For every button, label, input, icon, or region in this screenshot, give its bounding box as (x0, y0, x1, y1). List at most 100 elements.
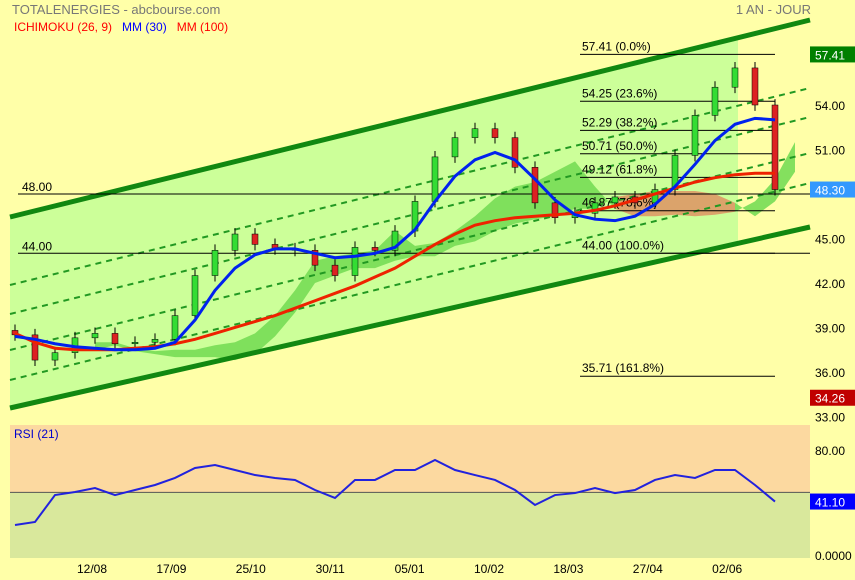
ichimoku-cloud-segment (215, 342, 235, 361)
indicator-legend: ICHIMOKU (26, 9) MM (30) MM (100) (14, 20, 228, 34)
candle-body (731, 67, 739, 88)
y-tick-label: 33.00 (815, 410, 845, 424)
candle-body (191, 275, 199, 316)
channel-upper-line (9, 17, 811, 220)
ichimoku-cloud-segment (275, 290, 295, 337)
candle-body (611, 196, 619, 204)
ichimoku-cloud-segment (655, 191, 675, 217)
channel-dashed-line (9, 152, 811, 351)
x-tick-label: 12/08 (77, 562, 107, 576)
mm100-line (14, 171, 775, 352)
price-badge-label: 48.30 (815, 184, 845, 198)
ichimoku-cloud-segment (335, 253, 355, 276)
ichimoku-cloud-segment (235, 333, 255, 361)
rsi-line (14, 458, 776, 526)
candle-body (491, 128, 499, 138)
ichimoku-cloud-segment (95, 342, 115, 350)
price-badge (810, 389, 855, 406)
candle-body (111, 333, 119, 345)
ichimoku-cloud-segment (195, 345, 215, 358)
candle-body (351, 247, 359, 276)
candle-body (271, 244, 279, 250)
ichimoku-cloud-segment (575, 161, 595, 209)
candle-body (631, 196, 639, 204)
rsi-title: RSI (21) (14, 427, 59, 441)
ichimoku-cloud-segment (635, 191, 655, 217)
ichimoku-cloud-segment (415, 242, 435, 257)
candle-body (91, 333, 99, 339)
candle-body (751, 67, 759, 106)
y-tick-label: 42.00 (815, 277, 845, 291)
rsi-tick-label: 80.00 (815, 444, 845, 458)
y-tick-label: 54.00 (815, 99, 845, 113)
period-selector[interactable]: 1 AN - JOUR (735, 2, 811, 17)
candle-body (231, 233, 239, 251)
fibonacci-label: 52.29 (38.2%) (582, 115, 657, 129)
ichimoku-cloud-segment (455, 216, 475, 246)
price-badge-label: 34.26 (815, 392, 845, 406)
chart-title: TOTALENERGIES - abcbourse.com (12, 2, 221, 17)
ichimoku-cloud-segment (175, 349, 195, 358)
candle-body (431, 156, 439, 202)
ichimoku-cloud-segment (755, 179, 775, 217)
candle-body (291, 248, 299, 251)
candle-body (51, 352, 59, 361)
price-badge (810, 46, 855, 63)
channel-dashed-line (9, 182, 811, 381)
support-label: 44.00 (22, 239, 52, 253)
candle-body (651, 189, 659, 204)
ichimoku-cloud-segment (555, 161, 575, 217)
x-tick-label: 25/10 (236, 562, 266, 576)
rsi-overbought-zone (10, 425, 810, 493)
support-label: 48.00 (22, 180, 52, 194)
fibonacci-label: 35.71 (161.8%) (582, 361, 664, 375)
fibonacci-label: 54.25 (23.6%) (582, 86, 657, 100)
fibonacci-label: 50.71 (50.0%) (582, 139, 657, 153)
channel-dashed-line (9, 116, 811, 315)
x-tick-label: 18/03 (553, 562, 583, 576)
ichimoku-cloud-segment (535, 171, 555, 220)
ichimoku-cloud-segment (775, 142, 795, 202)
fibonacci-label: 49.12 (61.8%) (582, 162, 657, 176)
x-tick-label: 27/04 (633, 562, 663, 576)
ichimoku-cloud-segment (475, 198, 495, 242)
candle-body (591, 202, 599, 214)
mm30-line (14, 116, 776, 352)
x-tick-label: 02/06 (712, 562, 742, 576)
rsi-badge (810, 493, 855, 510)
candle-body (771, 104, 779, 190)
ichimoku-cloud-segment (715, 193, 735, 215)
candle-body (151, 339, 159, 343)
price-badge-label: 57.41 (815, 48, 845, 62)
candle-body (211, 250, 219, 276)
candle-body (171, 315, 179, 340)
ichimoku-cloud-segment (375, 231, 395, 269)
legend-mm30: MM (30) (122, 20, 167, 34)
fibonacci-label: 57.41 (0.0%) (582, 39, 651, 53)
rsi-tick-label: 0.0000 (815, 549, 852, 563)
ichimoku-cloud-segment (735, 201, 755, 217)
candle-body (511, 137, 519, 168)
rsi-oversold-zone (10, 492, 810, 558)
ichimoku-cloud-segment (255, 315, 275, 355)
candle-body (531, 167, 539, 204)
ichimoku-cloud-segment (295, 260, 315, 313)
y-tick-label: 45.00 (815, 232, 845, 246)
ichimoku-cloud-segment (315, 256, 335, 283)
candle-body (451, 137, 459, 158)
fibonacci-label: 46.87 (78.6%) (582, 196, 657, 210)
channel-lower-line (9, 224, 811, 411)
ichimoku-cloud-segment (675, 191, 695, 217)
fibonacci-label: 44.00 (100.0%) (582, 238, 664, 252)
candle-body (311, 250, 319, 266)
ichimoku-cloud-segment (135, 348, 155, 355)
channel-dashed-line (9, 87, 811, 286)
candle-body (131, 342, 139, 345)
legend-mm100: MM (100) (176, 20, 229, 34)
x-tick-label: 17/09 (156, 562, 186, 576)
candle-body (71, 337, 79, 353)
candle-body (251, 233, 259, 245)
rsi-badge-label: 41.10 (815, 496, 845, 510)
legend-ichimoku: ICHIMOKU (26, 9) (14, 20, 113, 34)
